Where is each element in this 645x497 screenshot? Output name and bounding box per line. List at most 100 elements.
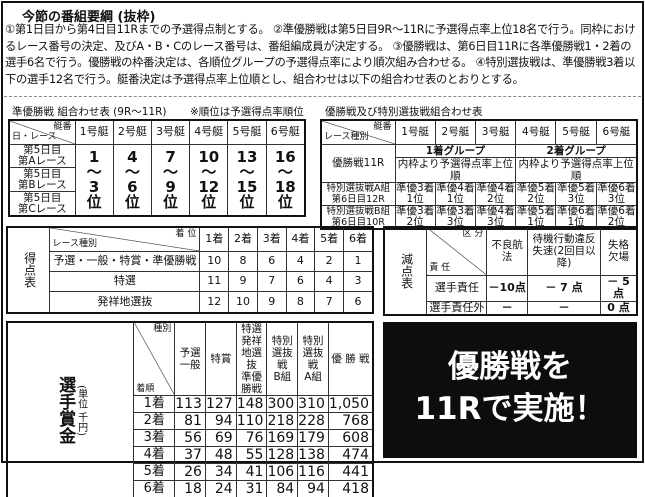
header-row: 選手賞金 (単位 千円) 種別 着順 予選 一般 特賞 特選 発祥地選抜 準優勝戦 特別 選抜… [6,321,374,497]
rank-part: ～ [124,162,140,181]
order2: 内枠より予選得点率上位順 [515,156,638,183]
table-row: 予選・一般・特賞・準優勝戦 10 8 6 4 2 1 [7,250,374,272]
penalty-value: － 5 点 [600,274,638,302]
prize-header: 特別 選抜戦 B組 [266,321,299,396]
boat-header: 5号艇 [227,119,267,145]
header-row: 艇番 日・レース 1号艇 2号艇 3号艇 4号艇 5号艇 6号艇 [8,119,306,145]
table-row: 第5日目 第Cレース [8,191,305,217]
prize-unit: (単位 千円) [75,384,87,436]
place-header: 4着 [285,226,316,252]
table-row: 選手責任外－－ 0 点 [384,300,638,316]
prize-header: 特賞 [204,321,237,396]
prize-header: 予選 一般 [174,321,206,396]
side-label: 減点表 [383,226,428,316]
table-row: 4着 37 48 55 128 138 474 [7,446,374,465]
table-row: 特選 11 9 7 6 4 3 [7,270,374,293]
penalty-value: － 7 点 [526,274,602,302]
table-row: 第5日目 第Aレース 1 ～ 3 位 4 ～ 6 位 7 ～ 9 位 10 ～ 12 位 13 ～ 15 位 16 ～ 18 位 [8,143,306,217]
rank-part: 6 [127,177,138,196]
prize-value: 94 [297,480,329,497]
penalty-value: 0 点 [600,300,638,316]
rank-part: 1 [88,147,100,166]
boat-header: 3号艇 [474,119,517,145]
rank-part: ～ [277,162,293,181]
penalty-table: 減点表区 分責 任不良航法 待機行動違反 失速(2回目以降) 失格 欠場 選手責任 －1… [383,226,638,317]
seed-cell: 準優6着 1位 [555,204,597,230]
race-type: 特選 [49,270,201,293]
order1: 内枠より予選得点率上位順 [394,156,517,183]
seed-cell: 準優4着 3位 [474,204,517,230]
prize-title: 選手賞金 [55,376,76,445]
prize-value: 76 [235,429,268,448]
points-value: 10 [199,250,230,272]
corner-bottom: 責 任 [429,263,451,274]
points-value: 3 [342,270,374,293]
place-header: 5着 [314,226,344,252]
place-header: 1着 [199,226,230,252]
rank-part: 位 [124,192,140,211]
table-row: 3着 56 69 76 169 179 608 [7,429,374,448]
prize-value: 418 [327,480,374,497]
table-row: 1着 113 127 148 300 310 1,050 [7,394,374,414]
prize-value: 310 [297,394,329,414]
table-row: 特別選抜戦B組 第6日目10R 準優3着 2位 準優3着 3位 準優4着 3位 準優5着… [320,204,638,230]
prize-header: 優 勝 戦 [327,321,374,396]
penalty-header: 不良航法 [486,226,528,276]
prize-value: 56 [174,429,206,448]
rank-part: 位 [201,192,217,211]
table-row: 2着 81 94 110 218 228 768 [7,412,374,431]
rank-part: 3 [88,177,100,196]
prize-value: 26 [174,463,206,482]
corner-cell: 着 位レース種別 [49,226,201,252]
seed-cell: 準優4着 1位 [434,181,477,206]
corner-bottom: レース種別 [52,239,97,250]
prize-value: 106 [266,463,299,482]
points-value: 8 [228,250,258,272]
prize-value: 110 [235,412,268,431]
rank-part: 18 [274,177,296,196]
rank-part: ～ [86,162,102,181]
rank-part: 13 [236,147,258,166]
boat-header: 6号艇 [265,119,306,145]
prize-value: 18 [174,480,206,497]
prize-value: 69 [204,429,237,448]
prize-value: 300 [266,394,299,414]
place-header: 3着 [256,226,287,252]
boat-header: 1号艇 [394,119,436,145]
prize-value: 31 [235,480,268,497]
table-row: 発祥地選抜 12 10 9 8 7 6 [7,291,374,314]
rank-part: 7 [165,147,176,166]
rank-part: 16 [274,147,296,166]
prize-value: 148 [235,394,268,414]
prize-value: 218 [266,412,299,431]
side-label: 得点表 [6,226,51,314]
prize-value: 81 [174,412,206,431]
corner-top: 区 分 [462,229,484,239]
group1-label: 1着グループ [394,143,517,158]
final-table: 艇番 レース種別 1号艇 2号艇 3号艇 4号艇 5号艇 6号艇 優勝戦11R 1着グループ 2着グ… [320,119,638,230]
prize-table: 選手賞金 (単位 千円) 種別 着順 予選 一般 特賞 特選 発祥地選抜 準優勝戦 特別 選抜… [6,321,374,497]
prize-value: 1,050 [327,394,374,414]
race-label: 特別選抜戦B組 第6日目10R [320,204,396,230]
prize-value: 37 [174,446,206,465]
final-label: 優勝戦11R [320,143,396,183]
rank-part: 位 [277,192,293,211]
penalty-value: －10点 [486,274,528,302]
prize-value: 474 [327,446,374,465]
corner-top: 艇番 [53,122,72,132]
prize-value: 84 [266,480,299,497]
rank-range: 13 ～ 15 位 [227,143,267,217]
final-banner: 優勝戦を 11Rで実施！ [383,322,637,458]
prize-value: 24 [204,480,237,497]
rank-range: 7 ～ 9 位 [150,143,191,217]
boat-header: 1号艇 [74,119,114,145]
table-row: 優勝戦11R 1着グループ 2着グループ [320,143,638,183]
place-label: 6着 [133,480,176,497]
corner-bottom: 着順 [136,383,155,394]
points-value: 1 [342,250,374,272]
rank-part: 15 [236,177,258,196]
place-label: 1着 [133,394,176,414]
final-caption: 優勝戦及び特別選抜戦組合わせ表 [325,106,483,118]
place-label: 2着 [133,412,176,431]
rank-part: 12 [198,177,220,196]
